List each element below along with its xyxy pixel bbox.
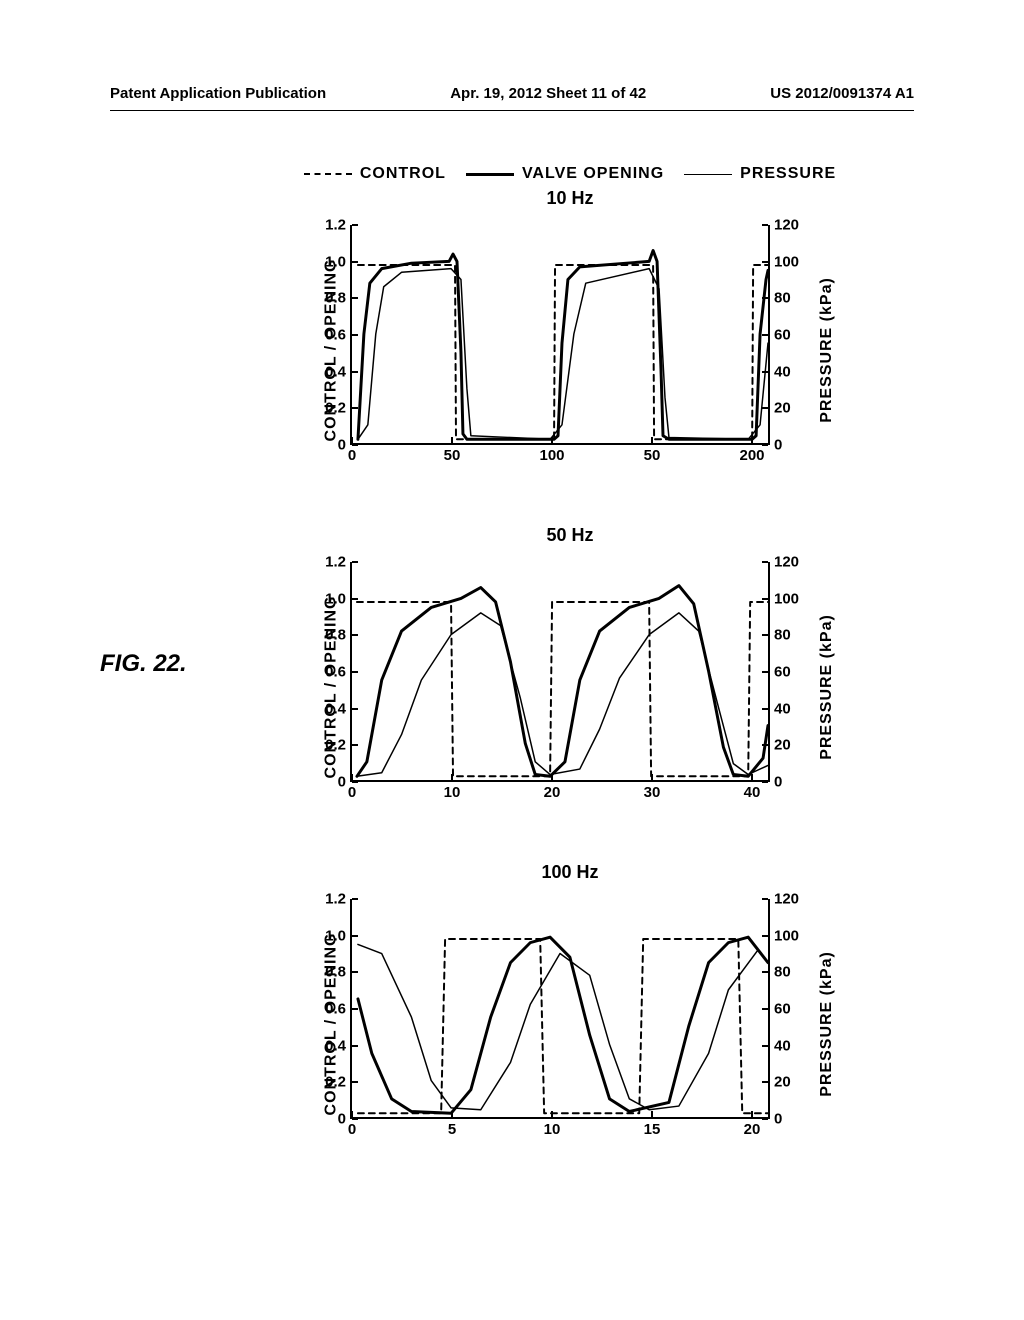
xtick: 40: [744, 780, 761, 801]
legend-control: CONTROL: [304, 165, 446, 183]
y-axis-right-label: PRESSURE (kPa): [818, 614, 836, 760]
charts-container: CONTROL VALVE OPENING PRESSURE 10 Hz CONT…: [250, 165, 890, 1199]
xtick: 50: [644, 443, 661, 464]
ytick-right: 40: [768, 363, 791, 380]
ytick-right: 40: [768, 1037, 791, 1054]
chart-2: 100 HzCONTROL / OPENINGPRESSURE (kPa)00.…: [250, 862, 890, 1159]
chart-title: 50 Hz: [250, 525, 890, 546]
xtick: 100: [539, 443, 564, 464]
figure-label: FIG. 22.: [100, 650, 187, 678]
xtick: 20: [744, 1117, 761, 1138]
ytick-right: 40: [768, 700, 791, 717]
xtick: 0: [348, 780, 356, 801]
legend: CONTROL VALVE OPENING PRESSURE: [250, 165, 890, 183]
xtick: 50: [444, 443, 461, 464]
traces-svg: [352, 899, 768, 1117]
ytick-left: 1.2: [325, 554, 352, 571]
ytick-left: 1.0: [325, 253, 352, 270]
tick-mark-icon: [762, 1118, 768, 1120]
ytick-left: 1.2: [325, 891, 352, 908]
y-axis-right-label: PRESSURE (kPa): [818, 277, 836, 423]
plot-area: 00.20.40.60.81.01.2020406080100120050100…: [350, 225, 770, 445]
xtick: 15: [644, 1117, 661, 1138]
xtick: 200: [739, 443, 764, 464]
legend-valve: VALVE OPENING: [466, 165, 664, 183]
ytick-right: 0: [768, 1111, 782, 1128]
xtick: 0: [348, 1117, 356, 1138]
ytick-left: 0.8: [325, 290, 352, 307]
y-axis-right-label: PRESSURE (kPa): [818, 951, 836, 1097]
plot-area: 00.20.40.60.81.01.2020406080100120051015…: [350, 899, 770, 1119]
ytick-right: 80: [768, 964, 791, 981]
xtick: 10: [544, 1117, 561, 1138]
ytick-left: 1.2: [325, 217, 352, 234]
thin-line-icon: [684, 174, 732, 175]
ytick-right: 60: [768, 1001, 791, 1018]
header-left: Patent Application Publication: [110, 85, 326, 102]
xtick: 5: [448, 1117, 456, 1138]
chart-title: 10 Hz: [250, 188, 890, 209]
ytick-left: 0.2: [325, 737, 352, 754]
header-right: US 2012/0091374 A1: [770, 85, 914, 102]
ytick-right: 100: [768, 253, 799, 270]
legend-pressure: PRESSURE: [684, 165, 836, 183]
xtick: 20: [544, 780, 561, 801]
ytick-left: 0.6: [325, 327, 352, 344]
traces-svg: [352, 225, 768, 443]
legend-valve-label: VALVE OPENING: [522, 165, 664, 183]
ytick-right: 0: [768, 774, 782, 791]
legend-pressure-label: PRESSURE: [740, 165, 836, 183]
tick-mark-icon: [762, 781, 768, 783]
ytick-right: 20: [768, 1074, 791, 1091]
header-rule: [110, 110, 914, 111]
dash-sample-icon: [304, 173, 352, 175]
ytick-right: 20: [768, 400, 791, 417]
header-center: Apr. 19, 2012 Sheet 11 of 42: [450, 85, 646, 102]
xtick: 30: [644, 780, 661, 801]
chart-wrap: CONTROL / OPENINGPRESSURE (kPa)00.20.40.…: [250, 889, 890, 1159]
ytick-left: 1.0: [325, 927, 352, 944]
chart-wrap: CONTROL / OPENINGPRESSURE (kPa)00.20.40.…: [250, 215, 890, 485]
plot-area: 00.20.40.60.81.01.2020406080100120010203…: [350, 562, 770, 782]
chart-0: 10 HzCONTROL / OPENINGPRESSURE (kPa)00.2…: [250, 188, 890, 485]
ytick-left: 1.0: [325, 590, 352, 607]
ytick-right: 80: [768, 627, 791, 644]
ytick-left: 0.2: [325, 400, 352, 417]
ytick-left: 0.4: [325, 700, 352, 717]
ytick-right: 100: [768, 927, 799, 944]
xtick: 0: [348, 443, 356, 464]
xtick: 10: [444, 780, 461, 801]
traces-svg: [352, 562, 768, 780]
ytick-right: 60: [768, 327, 791, 344]
trace-pressure: [357, 613, 768, 776]
ytick-right: 0: [768, 437, 782, 454]
ytick-right: 100: [768, 590, 799, 607]
ytick-right: 20: [768, 737, 791, 754]
ytick-right: 120: [768, 891, 799, 908]
ytick-left: 0.8: [325, 627, 352, 644]
ytick-left: 0.2: [325, 1074, 352, 1091]
ytick-left: 0.6: [325, 1001, 352, 1018]
ytick-right: 120: [768, 217, 799, 234]
ytick-right: 80: [768, 290, 791, 307]
legend-control-label: CONTROL: [360, 165, 446, 183]
chart-wrap: CONTROL / OPENINGPRESSURE (kPa)00.20.40.…: [250, 552, 890, 822]
ytick-right: 60: [768, 664, 791, 681]
trace-valve: [358, 251, 768, 440]
ytick-left: 0.4: [325, 363, 352, 380]
ytick-left: 0.6: [325, 664, 352, 681]
ytick-left: 0.4: [325, 1037, 352, 1054]
ytick-left: 0.8: [325, 964, 352, 981]
trace-valve: [357, 586, 768, 777]
trace-valve: [358, 937, 768, 1113]
chart-1: 50 HzCONTROL / OPENINGPRESSURE (kPa)00.2…: [250, 525, 890, 822]
thick-line-icon: [466, 173, 514, 176]
ytick-right: 120: [768, 554, 799, 571]
chart-title: 100 Hz: [250, 862, 890, 883]
